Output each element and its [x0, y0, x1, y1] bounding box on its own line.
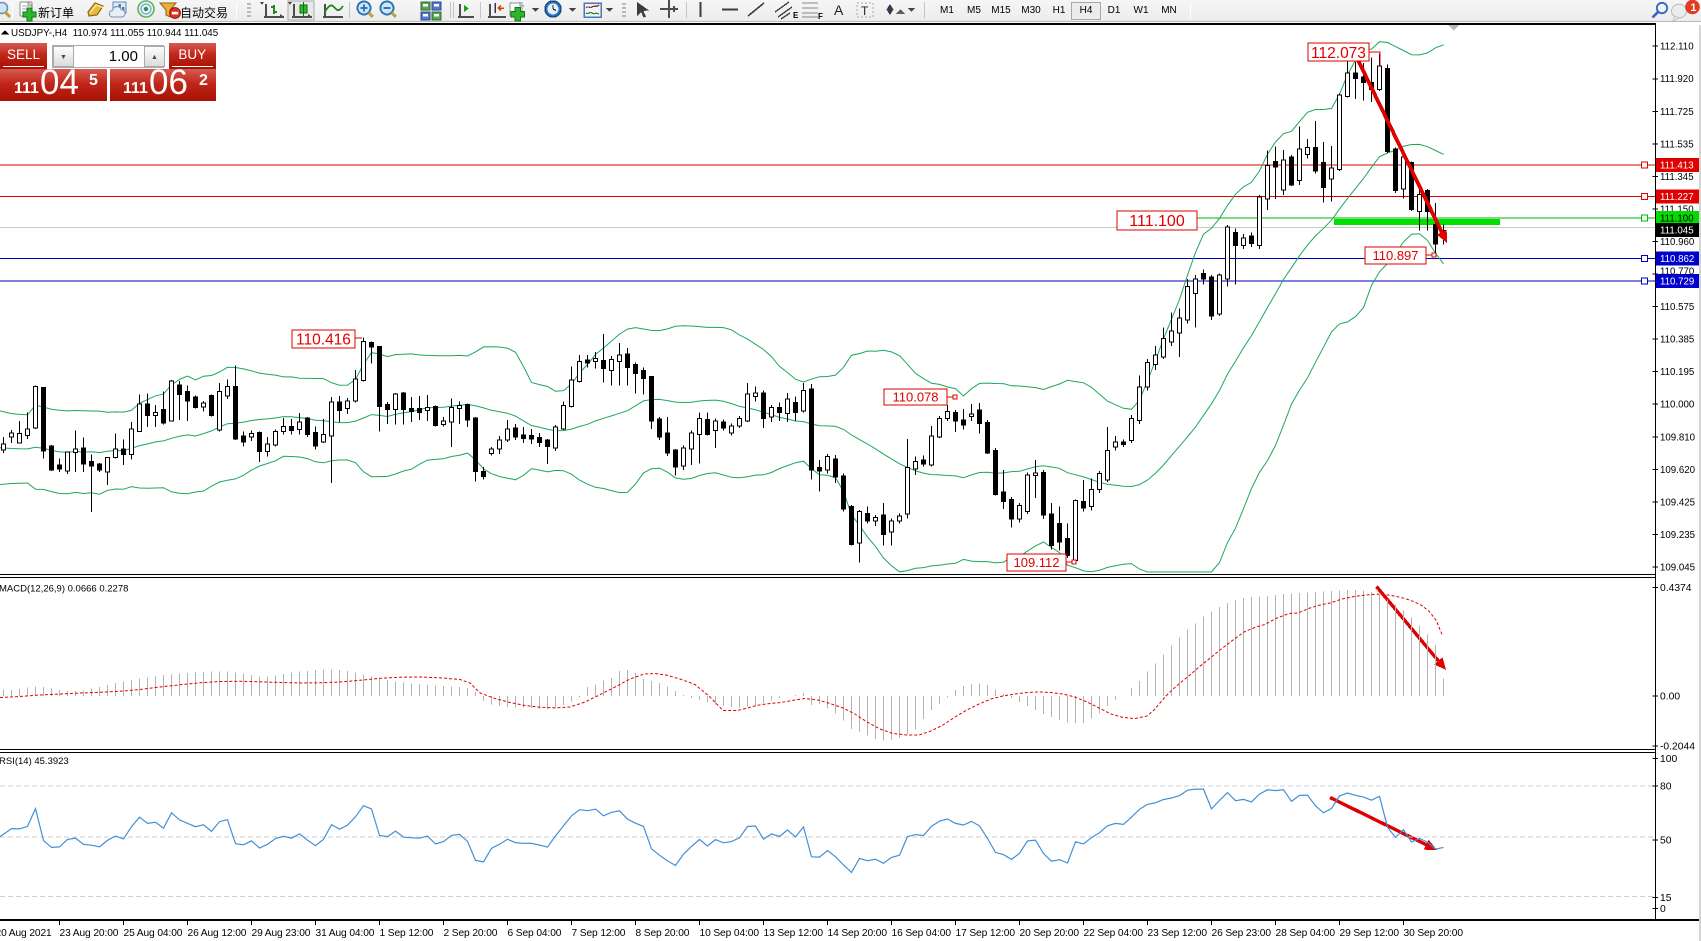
svg-text:109.620: 109.620 [1660, 465, 1696, 476]
svg-text:111.045: 111.045 [1660, 226, 1694, 237]
svg-text:50: 50 [1660, 836, 1672, 847]
svg-text:109.112: 109.112 [1013, 555, 1059, 570]
svg-text:111.920: 111.920 [1660, 74, 1694, 85]
svg-text:111.413: 111.413 [1660, 161, 1694, 172]
svg-text:112.073: 112.073 [1311, 45, 1366, 62]
svg-text:109.045: 109.045 [1660, 563, 1695, 574]
svg-text:USDJPY-,H4 110.974 111.055 11: USDJPY-,H4 110.974 111.055 110.944 111.0… [11, 28, 219, 39]
svg-text:110.960: 110.960 [1660, 237, 1695, 248]
svg-text:F: F [818, 12, 823, 21]
svg-text:13 Sep 12:00: 13 Sep 12:00 [764, 928, 824, 939]
svg-text:1 Sep 12:00: 1 Sep 12:00 [380, 928, 434, 939]
svg-text:0: 0 [1660, 904, 1666, 915]
svg-text:2 Sep 20:00: 2 Sep 20:00 [444, 928, 498, 939]
svg-text:111.535: 111.535 [1660, 139, 1694, 150]
svg-text:1: 1 [1690, 2, 1696, 14]
svg-text:109.235: 109.235 [1660, 530, 1695, 541]
svg-text:26 Sep 23:00: 26 Sep 23:00 [1212, 928, 1272, 939]
svg-text:109.425: 109.425 [1660, 497, 1695, 508]
svg-text:E: E [793, 11, 799, 20]
svg-text:110.897: 110.897 [1372, 248, 1418, 263]
svg-text:23 Aug 20:00: 23 Aug 20:00 [60, 928, 119, 939]
svg-text:110.000: 110.000 [1660, 400, 1695, 411]
svg-text:A: A [834, 2, 844, 18]
svg-text:25 Aug 04:00: 25 Aug 04:00 [124, 928, 183, 939]
svg-text:14 Sep 20:00: 14 Sep 20:00 [828, 928, 888, 939]
svg-text:16 Sep 04:00: 16 Sep 04:00 [892, 928, 952, 939]
svg-text:20 Aug 2021: 20 Aug 2021 [0, 928, 52, 939]
svg-text:7 Sep 12:00: 7 Sep 12:00 [572, 928, 626, 939]
svg-text:111.725: 111.725 [1660, 107, 1694, 118]
svg-text:8 Sep 20:00: 8 Sep 20:00 [636, 928, 690, 939]
svg-text:110.195: 110.195 [1660, 367, 1694, 378]
svg-text:17 Sep 12:00: 17 Sep 12:00 [956, 928, 1016, 939]
svg-text:110.770: 110.770 [1660, 267, 1695, 278]
svg-text:110.385: 110.385 [1660, 335, 1694, 346]
svg-text:0.4374: 0.4374 [1660, 583, 1692, 594]
svg-text:6 Sep 04:00: 6 Sep 04:00 [508, 928, 562, 939]
svg-text:20 Sep 20:00: 20 Sep 20:00 [1020, 928, 1080, 939]
svg-text:111.345: 111.345 [1660, 172, 1694, 183]
svg-text:109.810: 109.810 [1660, 432, 1696, 443]
svg-text:110.416: 110.416 [296, 332, 351, 349]
svg-text:RSI(14) 45.3923: RSI(14) 45.3923 [0, 756, 69, 767]
svg-text:111.100: 111.100 [1660, 214, 1694, 225]
svg-text:110.078: 110.078 [892, 390, 938, 405]
svg-text:T: T [861, 4, 869, 18]
svg-text:111.227: 111.227 [1660, 192, 1694, 203]
svg-text:10 Sep 04:00: 10 Sep 04:00 [700, 928, 760, 939]
svg-text:110.862: 110.862 [1660, 254, 1694, 265]
svg-text:28 Sep 04:00: 28 Sep 04:00 [1276, 928, 1336, 939]
svg-text:31 Aug 04:00: 31 Aug 04:00 [316, 928, 375, 939]
svg-text:0.00: 0.00 [1660, 692, 1680, 703]
svg-text:80: 80 [1660, 782, 1672, 793]
svg-text:100: 100 [1660, 754, 1677, 765]
svg-text:26 Aug 12:00: 26 Aug 12:00 [188, 928, 247, 939]
svg-text:15: 15 [1660, 893, 1672, 904]
svg-text:111.100: 111.100 [1129, 213, 1185, 230]
svg-text:111.150: 111.150 [1660, 204, 1694, 215]
svg-text:110.575: 110.575 [1660, 302, 1694, 313]
svg-text:29 Aug 23:00: 29 Aug 23:00 [252, 928, 311, 939]
svg-text:30 Sep 20:00: 30 Sep 20:00 [1404, 928, 1464, 939]
svg-text:29 Sep 12:00: 29 Sep 12:00 [1340, 928, 1400, 939]
svg-text:23 Sep 12:00: 23 Sep 12:00 [1148, 928, 1208, 939]
svg-text:-0.2044: -0.2044 [1660, 742, 1695, 753]
svg-text:110.729: 110.729 [1660, 277, 1694, 288]
svg-text:MACD(12,26,9) 0.0666 0.2278: MACD(12,26,9) 0.0666 0.2278 [0, 584, 128, 595]
svg-text:22 Sep 04:00: 22 Sep 04:00 [1084, 928, 1144, 939]
svg-text:112.110: 112.110 [1660, 42, 1694, 53]
